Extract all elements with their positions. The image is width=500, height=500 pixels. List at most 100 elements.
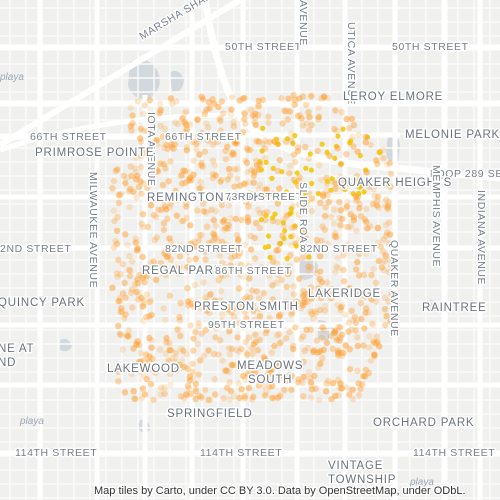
point — [295, 376, 302, 383]
point — [250, 172, 257, 180]
point — [139, 364, 147, 371]
point — [144, 127, 151, 134]
point — [133, 341, 141, 348]
point — [323, 380, 330, 387]
point — [174, 120, 182, 128]
point — [273, 247, 280, 254]
point — [279, 120, 286, 127]
point — [141, 372, 148, 379]
point — [235, 380, 242, 387]
point — [187, 177, 195, 184]
point — [336, 214, 343, 222]
point — [125, 266, 133, 273]
point — [114, 166, 121, 173]
point — [134, 280, 142, 287]
point — [195, 371, 202, 378]
point — [198, 159, 205, 167]
point — [230, 313, 238, 320]
point — [308, 381, 315, 388]
point — [319, 141, 325, 147]
point — [255, 295, 263, 302]
point — [124, 241, 131, 249]
point — [228, 345, 236, 353]
point — [273, 259, 281, 267]
neighborhood-label: TOWNSHIP — [328, 474, 396, 486]
point — [204, 137, 212, 144]
point — [179, 244, 186, 251]
point — [196, 237, 203, 244]
point — [161, 247, 169, 254]
point — [197, 178, 204, 186]
point — [261, 355, 268, 362]
point — [220, 395, 227, 402]
point — [321, 307, 329, 314]
point — [201, 386, 209, 394]
point — [208, 266, 216, 273]
point — [228, 361, 235, 369]
point — [139, 211, 147, 218]
point — [258, 217, 264, 223]
point — [203, 223, 211, 230]
point — [210, 230, 217, 237]
point — [361, 247, 368, 254]
point — [295, 211, 302, 218]
point — [299, 93, 307, 100]
point — [192, 243, 200, 250]
point — [208, 206, 215, 214]
point — [176, 361, 183, 369]
point — [367, 141, 374, 149]
point — [141, 357, 148, 364]
point — [309, 180, 315, 187]
point — [131, 395, 139, 403]
point — [374, 225, 381, 232]
point — [139, 385, 147, 392]
point — [150, 211, 158, 219]
point — [289, 342, 297, 350]
point — [174, 195, 181, 202]
point — [153, 234, 160, 241]
point — [234, 165, 241, 173]
point — [177, 345, 185, 352]
point — [217, 178, 224, 185]
point — [308, 167, 314, 173]
point — [228, 106, 235, 113]
point — [237, 182, 244, 189]
point — [228, 309, 235, 316]
point — [194, 340, 201, 348]
point — [332, 334, 340, 341]
point — [284, 136, 290, 142]
point — [177, 300, 184, 307]
point — [236, 320, 243, 327]
point — [255, 186, 262, 193]
point — [280, 220, 286, 226]
point — [223, 225, 230, 232]
point — [110, 177, 118, 185]
point — [385, 269, 393, 276]
point — [301, 296, 308, 304]
point — [134, 276, 141, 283]
point — [212, 172, 219, 179]
point — [114, 273, 121, 280]
point — [325, 377, 332, 384]
point — [222, 241, 229, 248]
point — [315, 364, 322, 371]
point — [202, 256, 209, 263]
point — [250, 307, 257, 315]
point — [362, 133, 370, 140]
point — [159, 133, 166, 140]
point — [372, 279, 380, 287]
point — [262, 216, 269, 224]
point — [176, 313, 183, 321]
point — [217, 337, 224, 344]
point — [239, 273, 246, 280]
point — [329, 176, 335, 182]
point — [290, 283, 297, 290]
point — [167, 238, 175, 246]
point — [356, 250, 363, 258]
point — [288, 137, 295, 144]
point — [227, 215, 234, 222]
point — [130, 188, 137, 195]
point — [308, 207, 316, 215]
point — [241, 308, 248, 315]
point — [243, 293, 250, 301]
